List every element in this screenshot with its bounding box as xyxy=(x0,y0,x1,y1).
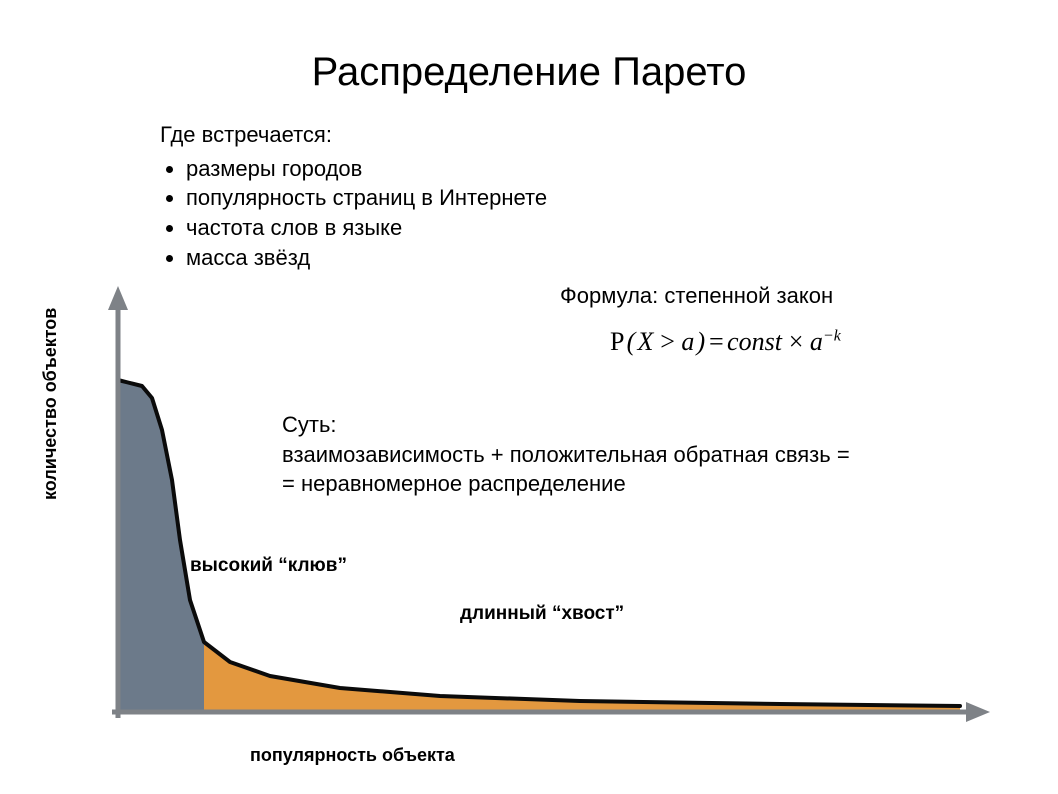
where-list: размеры городов популярность страниц в И… xyxy=(160,154,547,273)
where-item: популярность страниц в Интернете xyxy=(186,183,547,213)
y-axis-label: количество объектов xyxy=(40,308,61,500)
page: Распределение Парето Где встречается: ра… xyxy=(0,0,1058,794)
pareto-chart xyxy=(80,280,1010,780)
where-item: размеры городов xyxy=(186,154,547,184)
where-block: Где встречается: размеры городов популяр… xyxy=(160,120,547,272)
where-item: масса звёзд xyxy=(186,243,547,273)
pareto-chart-svg xyxy=(80,280,1010,750)
page-title: Распределение Парето xyxy=(0,50,1058,95)
where-heading: Где встречается: xyxy=(160,120,547,150)
where-item: частота слов в языке xyxy=(186,213,547,243)
